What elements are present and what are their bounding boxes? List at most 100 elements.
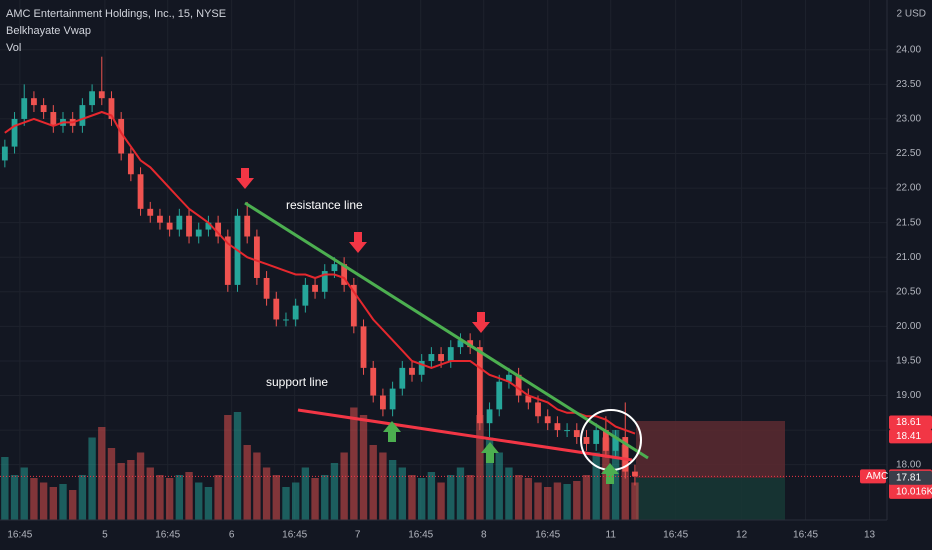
candle-body	[467, 340, 474, 348]
candle-body	[564, 430, 571, 432]
currency: 2 USD	[897, 9, 926, 20]
candle-body	[506, 374, 512, 382]
volume-bar	[505, 467, 513, 520]
candle-body	[215, 222, 222, 237]
volume-bar	[418, 478, 426, 520]
volume-bar	[291, 482, 300, 520]
price-axis	[887, 0, 932, 550]
x-tick-label: 8	[481, 530, 487, 541]
volume-bar	[1, 457, 9, 520]
volume-bar	[262, 467, 271, 520]
arrow	[383, 421, 401, 442]
candle-body	[438, 354, 444, 361]
candle-body	[321, 271, 328, 292]
y-tick-label: 23.50	[896, 79, 921, 90]
volume-bar	[621, 445, 629, 520]
arrow	[481, 442, 499, 463]
volume-bar	[59, 484, 67, 520]
volume-bar	[437, 482, 445, 520]
volume-bar	[514, 475, 523, 520]
stop-zone	[636, 421, 785, 478]
volume-bar	[398, 467, 406, 520]
x-tick-label: 16:45	[7, 530, 32, 541]
y-tick-label: 23.00	[896, 114, 921, 125]
y-tick-label: 22.00	[896, 183, 921, 194]
candle-body	[302, 284, 309, 306]
volume-bar	[495, 452, 503, 520]
candle-body	[1, 146, 8, 161]
x-tick-label: 16:45	[408, 530, 433, 541]
candle-body	[370, 367, 377, 396]
candle-body	[476, 347, 483, 424]
candle-body	[186, 215, 192, 237]
price-label: 18.41	[896, 431, 921, 442]
price-label: 17.81	[896, 472, 921, 483]
candle-body	[622, 437, 629, 472]
y-tick-label: 24.00	[896, 44, 921, 55]
volume-bar	[369, 445, 377, 520]
candle-body	[399, 367, 406, 389]
volume-bar	[233, 412, 242, 520]
x-tick-label: 16:45	[282, 530, 307, 541]
candle-body	[583, 437, 590, 444]
volume-bar	[466, 475, 474, 520]
volume-bar	[78, 475, 87, 520]
volume-bar	[408, 475, 416, 520]
price-label-box	[889, 484, 932, 499]
volume-bar	[253, 452, 261, 520]
volume-bar	[10, 475, 19, 520]
volume-bar	[359, 415, 368, 520]
volume-bar	[127, 460, 135, 520]
candle-body	[79, 105, 86, 126]
candle-body	[137, 174, 144, 209]
volume-bar	[88, 437, 96, 520]
volume-bar	[107, 448, 116, 520]
x-tick-label: 5	[102, 530, 108, 541]
volume-bar	[573, 481, 581, 520]
candle-body	[554, 423, 561, 431]
volume-bar	[340, 452, 348, 520]
price-label-box	[889, 415, 932, 430]
x-tick-label: 16:45	[663, 530, 688, 541]
volume-bar	[485, 437, 494, 520]
volume-bar	[39, 482, 48, 520]
volume-bar	[611, 430, 620, 520]
candle-body	[457, 340, 464, 348]
candle-body	[544, 416, 551, 424]
candle-body	[632, 471, 638, 477]
candle-body	[331, 264, 338, 272]
volume-bar	[224, 415, 232, 520]
volume-bar	[524, 478, 533, 520]
indicator-label: Vol	[6, 42, 21, 54]
candle-body	[573, 430, 580, 438]
arrow	[472, 312, 490, 333]
volume-bar	[476, 415, 484, 520]
y-tick-label: 18.00	[896, 459, 921, 470]
volume-bar	[214, 475, 222, 520]
chart-title: AMC Entertainment Holdings, Inc., 15, NY…	[6, 8, 226, 20]
lines	[4, 110, 636, 435]
candle-body	[108, 98, 115, 119]
volume-bar	[582, 475, 591, 520]
volume-bar	[321, 475, 329, 520]
candle-body	[127, 153, 134, 175]
arrow	[236, 168, 254, 189]
candle-body	[224, 236, 231, 285]
candle-body	[31, 98, 37, 106]
volume-bar	[602, 437, 610, 520]
resistance-line	[244, 201, 649, 460]
candle-body	[602, 430, 609, 451]
y-tick-label: 22.50	[896, 148, 921, 159]
arrow	[601, 463, 619, 484]
volume-bar	[447, 475, 455, 520]
candle-body	[98, 91, 105, 99]
candle-body	[21, 98, 28, 119]
volume-bars	[1, 407, 639, 520]
x-tick-label: 11	[606, 530, 617, 541]
volume-bar	[311, 478, 319, 520]
volume-bar	[185, 472, 193, 520]
volume-bar	[117, 463, 125, 520]
price-label: 18.61	[896, 417, 921, 428]
y-tick-label: 21.00	[896, 252, 921, 263]
